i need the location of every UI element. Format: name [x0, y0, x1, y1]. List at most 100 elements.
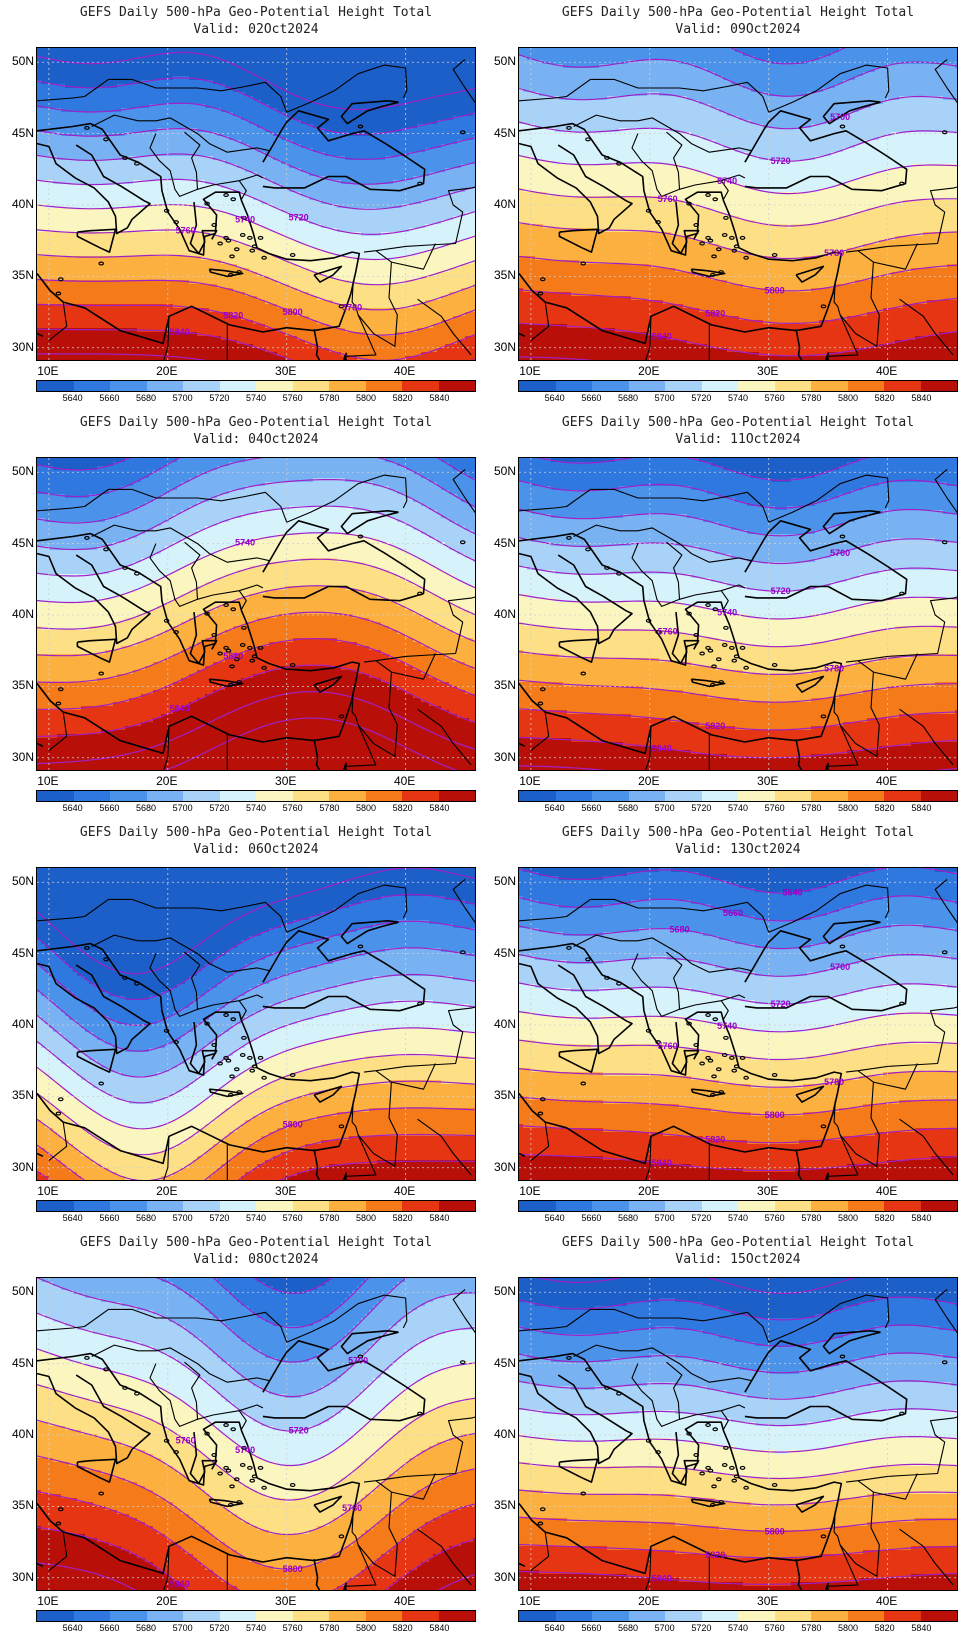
contour-label: 5800	[283, 1120, 303, 1130]
colorbar-swatch	[439, 791, 476, 801]
contour-label: 5820	[705, 721, 725, 731]
colorbar-label: 5660	[573, 1213, 609, 1223]
colorbar-swatch	[738, 1201, 775, 1211]
colorbar-label: 5720	[201, 1213, 237, 1223]
colorbar-label: 5640	[55, 1213, 91, 1223]
lon-tick-label: 30E	[266, 1184, 306, 1198]
colorbar-label: 5820	[385, 393, 421, 403]
lon-tick-label: 40E	[867, 1594, 907, 1608]
lat-tick-label: 50N	[486, 55, 516, 67]
colorbar-label: 5760	[757, 1213, 793, 1223]
colorbar-swatch	[702, 1611, 739, 1621]
colorbar-label: 5740	[238, 1213, 274, 1223]
colorbar-swatch	[220, 1611, 257, 1621]
panel-valid-date: Valid: 13Oct2024	[518, 841, 958, 858]
colorbar-label: 5680	[128, 1623, 164, 1633]
colorbar-label: 5840	[421, 393, 457, 403]
contour-label: 5740	[717, 608, 737, 618]
colorbar-swatch	[556, 1611, 593, 1621]
colorbar-swatch	[293, 791, 330, 801]
colorbar-swatch	[110, 791, 147, 801]
colorbar-label: 5680	[128, 393, 164, 403]
colorbar-label: 5640	[537, 1623, 573, 1633]
contour-map: 5640 5660 5680 5700 5720 5740 5760 5780 5800 5820…	[518, 867, 958, 1181]
colorbar	[518, 1200, 958, 1212]
contour-label: 5840	[170, 1579, 190, 1589]
colorbar-swatch	[629, 381, 666, 391]
lon-tick-label: 20E	[147, 1184, 187, 1198]
contour-label: 5800	[765, 1110, 785, 1120]
contour-map: 5700 5720 5740 5760 5780 5800 5840	[36, 1277, 476, 1591]
colorbar-label: 5840	[903, 1623, 939, 1633]
contour-map: 5700 5720 5740 5760 5780 5820 5840	[518, 457, 958, 771]
colorbar-swatch	[366, 1201, 403, 1211]
colorbar-label: 5760	[757, 1623, 793, 1633]
colorbar-label: 5780	[311, 1213, 347, 1223]
colorbar-label: 5820	[867, 803, 903, 813]
colorbar-label: 5680	[610, 1213, 646, 1223]
colorbar-label: 5660	[573, 1623, 609, 1633]
colorbar-swatch	[665, 791, 702, 801]
lat-tick-label: 30N	[4, 751, 34, 763]
panel-valid-date: Valid: 04Oct2024	[36, 431, 476, 448]
lat-tick-label: 35N	[486, 679, 516, 691]
contour-label: 5700	[348, 1355, 368, 1365]
colorbar-swatch	[848, 791, 885, 801]
colorbar-swatch	[811, 1201, 848, 1211]
colorbar-swatch	[811, 381, 848, 391]
colorbar-swatch	[256, 791, 293, 801]
colorbar-swatch	[329, 791, 366, 801]
colorbar-swatch	[738, 381, 775, 391]
colorbar-swatch	[37, 791, 74, 801]
colorbar-label: 5740	[720, 1623, 756, 1633]
colorbar-swatch	[366, 791, 403, 801]
contour-label: 5800	[283, 307, 303, 317]
lat-tick-label: 35N	[4, 1499, 34, 1511]
contour-label: 5700	[830, 962, 850, 972]
colorbar-label: 5800	[348, 1213, 384, 1223]
colorbar-label: 5800	[348, 803, 384, 813]
map-panel-09Oct2024: GEFS Daily 500-hPa Geo-Potential Height …	[482, 0, 964, 410]
colorbar-swatch	[329, 1611, 366, 1621]
colorbar-label: 5820	[867, 393, 903, 403]
colorbar-swatch	[256, 381, 293, 391]
lat-tick-label: 35N	[4, 1089, 34, 1101]
lon-tick-label: 30E	[266, 1594, 306, 1608]
contour-label: 5780	[824, 248, 844, 258]
contour-label: 5800	[283, 1564, 303, 1574]
colorbar	[36, 1200, 476, 1212]
lat-tick-label: 30N	[4, 1161, 34, 1173]
map-panel-13Oct2024: GEFS Daily 500-hPa Geo-Potential Height …	[482, 820, 964, 1230]
contour-label: 5780	[824, 663, 844, 673]
lat-tick-label: 40N	[486, 608, 516, 620]
colorbar-swatch	[519, 791, 556, 801]
panel-title: GEFS Daily 500-hPa Geo-Potential Height …	[518, 824, 958, 841]
colorbar-swatch	[37, 1201, 74, 1211]
colorbar-swatch	[402, 1201, 439, 1211]
colorbar-label: 5760	[757, 393, 793, 403]
contour-label: 5760	[176, 1435, 196, 1445]
colorbar-swatch	[147, 381, 184, 391]
colorbar-label: 5720	[683, 1623, 719, 1633]
lon-tick-label: 20E	[147, 774, 187, 788]
colorbar-swatch	[921, 791, 958, 801]
colorbar-label: 5760	[757, 803, 793, 813]
contour-label: 5800	[765, 285, 785, 295]
panel-title: GEFS Daily 500-hPa Geo-Potential Height …	[518, 414, 958, 431]
colorbar-label: 5840	[421, 1623, 457, 1633]
colorbar-swatch	[293, 1201, 330, 1211]
contour-label: 5780	[342, 302, 362, 312]
lat-tick-label: 30N	[486, 1571, 516, 1583]
colorbar-label: 5660	[91, 1213, 127, 1223]
colorbar-label: 5800	[348, 393, 384, 403]
colorbar-swatch	[811, 1611, 848, 1621]
colorbar-label: 5760	[275, 803, 311, 813]
colorbar-swatch	[556, 381, 593, 391]
map-panel-11Oct2024: GEFS Daily 500-hPa Geo-Potential Height …	[482, 410, 964, 820]
colorbar-swatch	[37, 381, 74, 391]
colorbar	[518, 790, 958, 802]
lon-tick-label: 20E	[629, 1184, 669, 1198]
